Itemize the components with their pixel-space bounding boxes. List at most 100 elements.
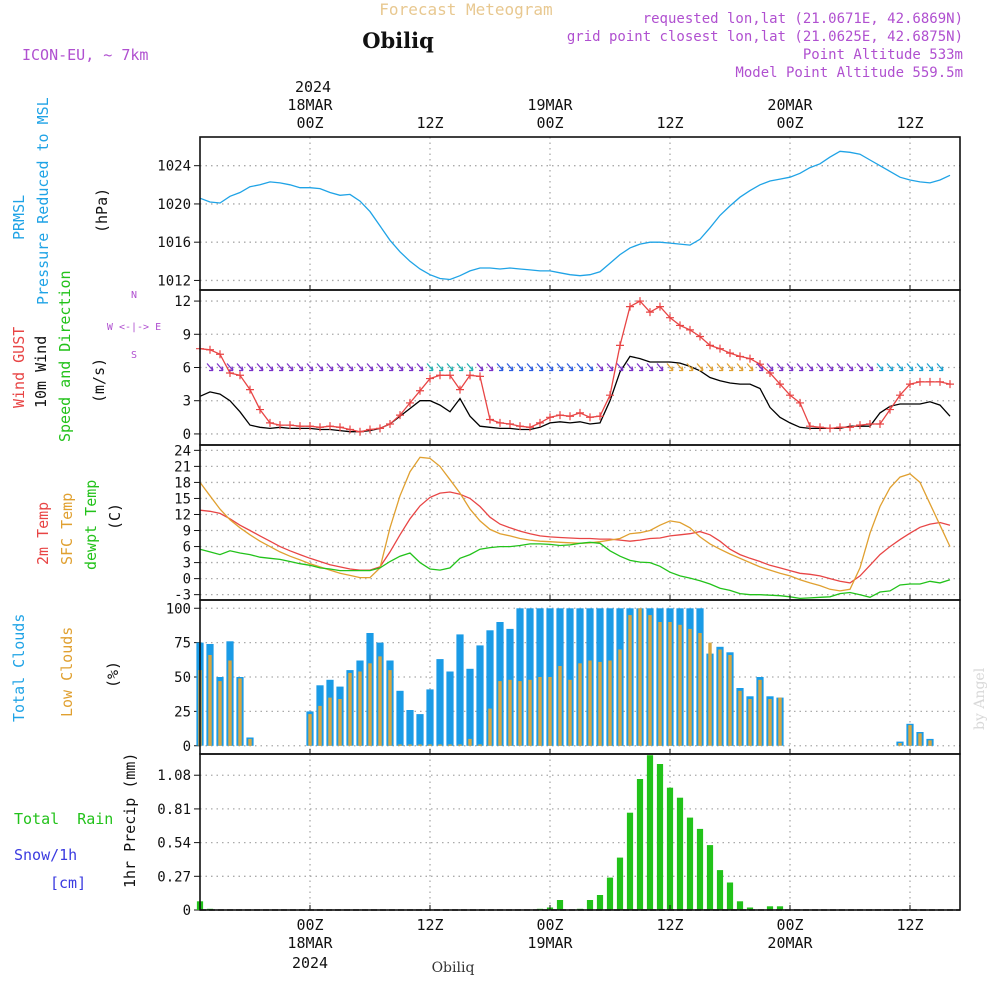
bar-low-clouds [218,681,222,746]
bar-total-clouds [566,608,574,746]
gust-marker [646,308,654,317]
bar-low-clouds [728,655,732,746]
wind-arrow [416,363,424,372]
gust-marker [356,427,364,436]
ytick-label-clouds: 50 [174,670,191,686]
top-hour-label: 00Z [536,114,563,132]
bar-low-clouds [508,679,512,746]
bar-low-clouds [618,649,622,746]
bottom-hour-label: 12Z [656,916,683,934]
wind-arrow [206,363,214,372]
top-hour-label: 12Z [896,114,923,132]
series-sfc-temp [199,456,951,592]
ytick-label-clouds: 100 [166,601,191,617]
gust-marker [936,377,944,386]
gust-marker [276,421,284,430]
bar-total-clouds [446,671,454,746]
gust-marker [786,391,794,400]
gust-marker [336,423,344,432]
wind-arrow [796,363,804,372]
wind-arrow [346,363,354,372]
total-clouds-label: Total Clouds [10,614,28,722]
wind-arrow [566,363,574,372]
bar-total-clouds [516,608,524,746]
bar-low-clouds [408,744,412,746]
chart-title: Forecast Meteogram [379,0,552,19]
wind-arrow [216,363,224,372]
compass-south: S [131,350,137,361]
point-altitude: Point Altitude 533m [803,47,963,63]
wind-arrow [266,363,274,372]
wind-arrow [446,363,454,372]
gust-marker [286,421,294,430]
wind-arrow [306,363,314,372]
bar-low-clouds [898,743,902,746]
clouds-unit: (%) [104,661,122,688]
panel-frame-precip [199,753,961,911]
pressure-labels: PRMSL Pressure Reduced to MSL (hPa) [10,97,111,305]
model-point-altitude: Model Point Altitude 559.5m [735,65,963,81]
temp-labels: 2m Temp SFC Temp dewpt Temp (C) [34,480,124,570]
pressure-label-2: Pressure Reduced to MSL [34,97,52,305]
bar-total-rain [776,906,784,910]
gust-marker [456,385,464,394]
wind-arrow [806,363,814,372]
bar-low-clouds [548,677,552,746]
wind-arrow [886,363,894,372]
panel-clouds: 0 25 50 75 100 [166,599,961,755]
ytick-label-precip: 0.27 [157,869,191,885]
bottom-year: 2024 [292,954,328,972]
bar-low-clouds [398,744,402,746]
gust-marker [726,349,734,358]
panel-precip: 0 0.27 0.54 0.81 1.08 [157,753,961,919]
bottom-hour-label: 00Z [776,916,803,934]
panel-frame-temperature [199,444,961,601]
gust-marker [876,419,884,428]
ytick-label-clouds: 25 [174,704,191,720]
top-hour-label: 00Z [296,114,323,132]
wind-direction-label: Speed and Direction [56,270,74,442]
wind-arrow [236,363,244,372]
gust-marker [386,419,394,428]
wind-arrow [916,363,924,372]
ytick-label-wind: 3 [183,394,191,410]
ytick-label-pressure: 1020 [157,197,191,213]
wind-arrow [596,363,604,372]
bar-low-clouds [328,697,332,746]
wind-arrow [646,363,654,372]
bar-low-clouds [738,690,742,746]
series-2m-temp [199,491,951,584]
bar-total-rain [766,906,774,910]
bottom-date-label: 19MAR [527,934,573,952]
series-prmsl [199,150,951,281]
gust-marker [586,413,594,422]
bar-low-clouds [488,708,492,746]
gust-marker [436,371,444,380]
gust-marker [746,354,754,363]
wind-arrow [636,363,644,372]
bar-low-clouds [368,663,372,746]
bar-low-clouds [758,679,762,746]
wind-arrow [776,363,784,372]
gust-marker [666,313,674,322]
compass-north: N [131,290,137,301]
ytick-label-temperature: 9 [183,524,191,540]
gust-marker [826,424,834,433]
ytick-label-wind: 12 [174,294,191,310]
bar-total-rain [606,877,614,910]
gust-marker [566,412,574,421]
ytick-label-temperature: 18 [174,475,191,491]
wind-arrow [426,363,434,372]
rain-label: Total Rain [14,810,113,828]
ytick-label-wind: 9 [183,327,191,343]
bar-low-clouds [708,642,712,746]
bar-total-clouds [416,714,424,746]
ytick-label-precip: 0.54 [157,836,191,852]
gust-marker [266,418,274,427]
bar-low-clouds [908,725,912,746]
top-date-label: 19MAR [527,96,573,114]
wind-arrow [536,363,544,372]
